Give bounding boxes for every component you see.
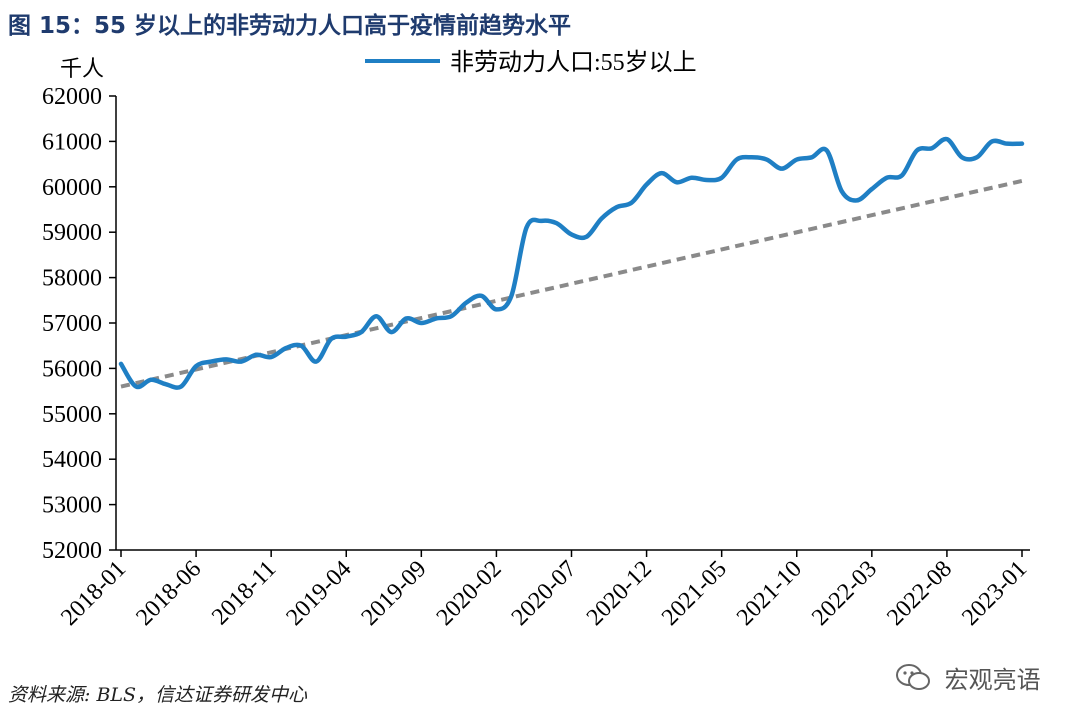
y-axis-unit-label: 千人 <box>60 56 104 81</box>
y-tick-label: 55000 <box>42 402 102 428</box>
axes <box>115 96 1030 551</box>
x-tick-label: 2022-03 <box>807 556 882 631</box>
y-tick-label: 58000 <box>42 266 102 292</box>
y-tick-label: 57000 <box>42 311 102 337</box>
y-tick-label: 59000 <box>42 220 102 246</box>
source-note: 资料来源: BLS，信达证券研发中心 <box>8 684 308 706</box>
y-tick-label: 61000 <box>42 129 102 155</box>
x-tick-label: 2020-07 <box>507 556 582 631</box>
watermark: 宏观亮语 <box>895 660 1041 695</box>
y-tick-label: 56000 <box>42 356 102 382</box>
wechat-icon <box>896 663 930 690</box>
legend: 非劳动力人口:55岁以上 <box>365 49 697 76</box>
x-tick-label: 2018-11 <box>207 556 281 630</box>
x-tick-label: 2018-06 <box>131 556 206 631</box>
x-tick-label: 2020-12 <box>582 556 657 631</box>
watermark-text: 宏观亮语 <box>944 666 1041 694</box>
series-line-trend <box>120 178 1023 389</box>
y-tick-label: 54000 <box>42 447 102 473</box>
x-axis-ticks: 2018-01 2018-06 2018-11 2019-04 2019-09 2020-… <box>56 550 1032 631</box>
y-tick-label: 62000 <box>42 84 102 110</box>
y-tick-label: 52000 <box>42 538 102 564</box>
x-tick-label: 2021-10 <box>732 556 807 631</box>
x-tick-label: 2019-04 <box>282 556 357 631</box>
y-axis-ticks: 52000 53000 54000 55000 56000 57000 58000 59000… <box>42 84 116 564</box>
x-tick-label: 2022-08 <box>882 556 957 631</box>
x-tick-label: 2021-05 <box>657 556 732 631</box>
x-tick-label: 2020-02 <box>432 556 507 631</box>
x-tick-label: 2023-01 <box>957 556 1032 631</box>
figure-title: 图 15：55 岁以上的非劳动力人口高于疫情前趋势水平 <box>8 13 572 39</box>
y-tick-label: 60000 <box>42 175 102 201</box>
series-layer <box>118 136 1025 390</box>
x-tick-label: 2018-01 <box>56 556 131 631</box>
series-line-nilf-55plus <box>118 136 1025 390</box>
x-tick-label: 2019-09 <box>357 556 432 631</box>
y-tick-label: 53000 <box>42 493 102 519</box>
legend-label-series: 非劳动力人口:55岁以上 <box>450 49 697 76</box>
